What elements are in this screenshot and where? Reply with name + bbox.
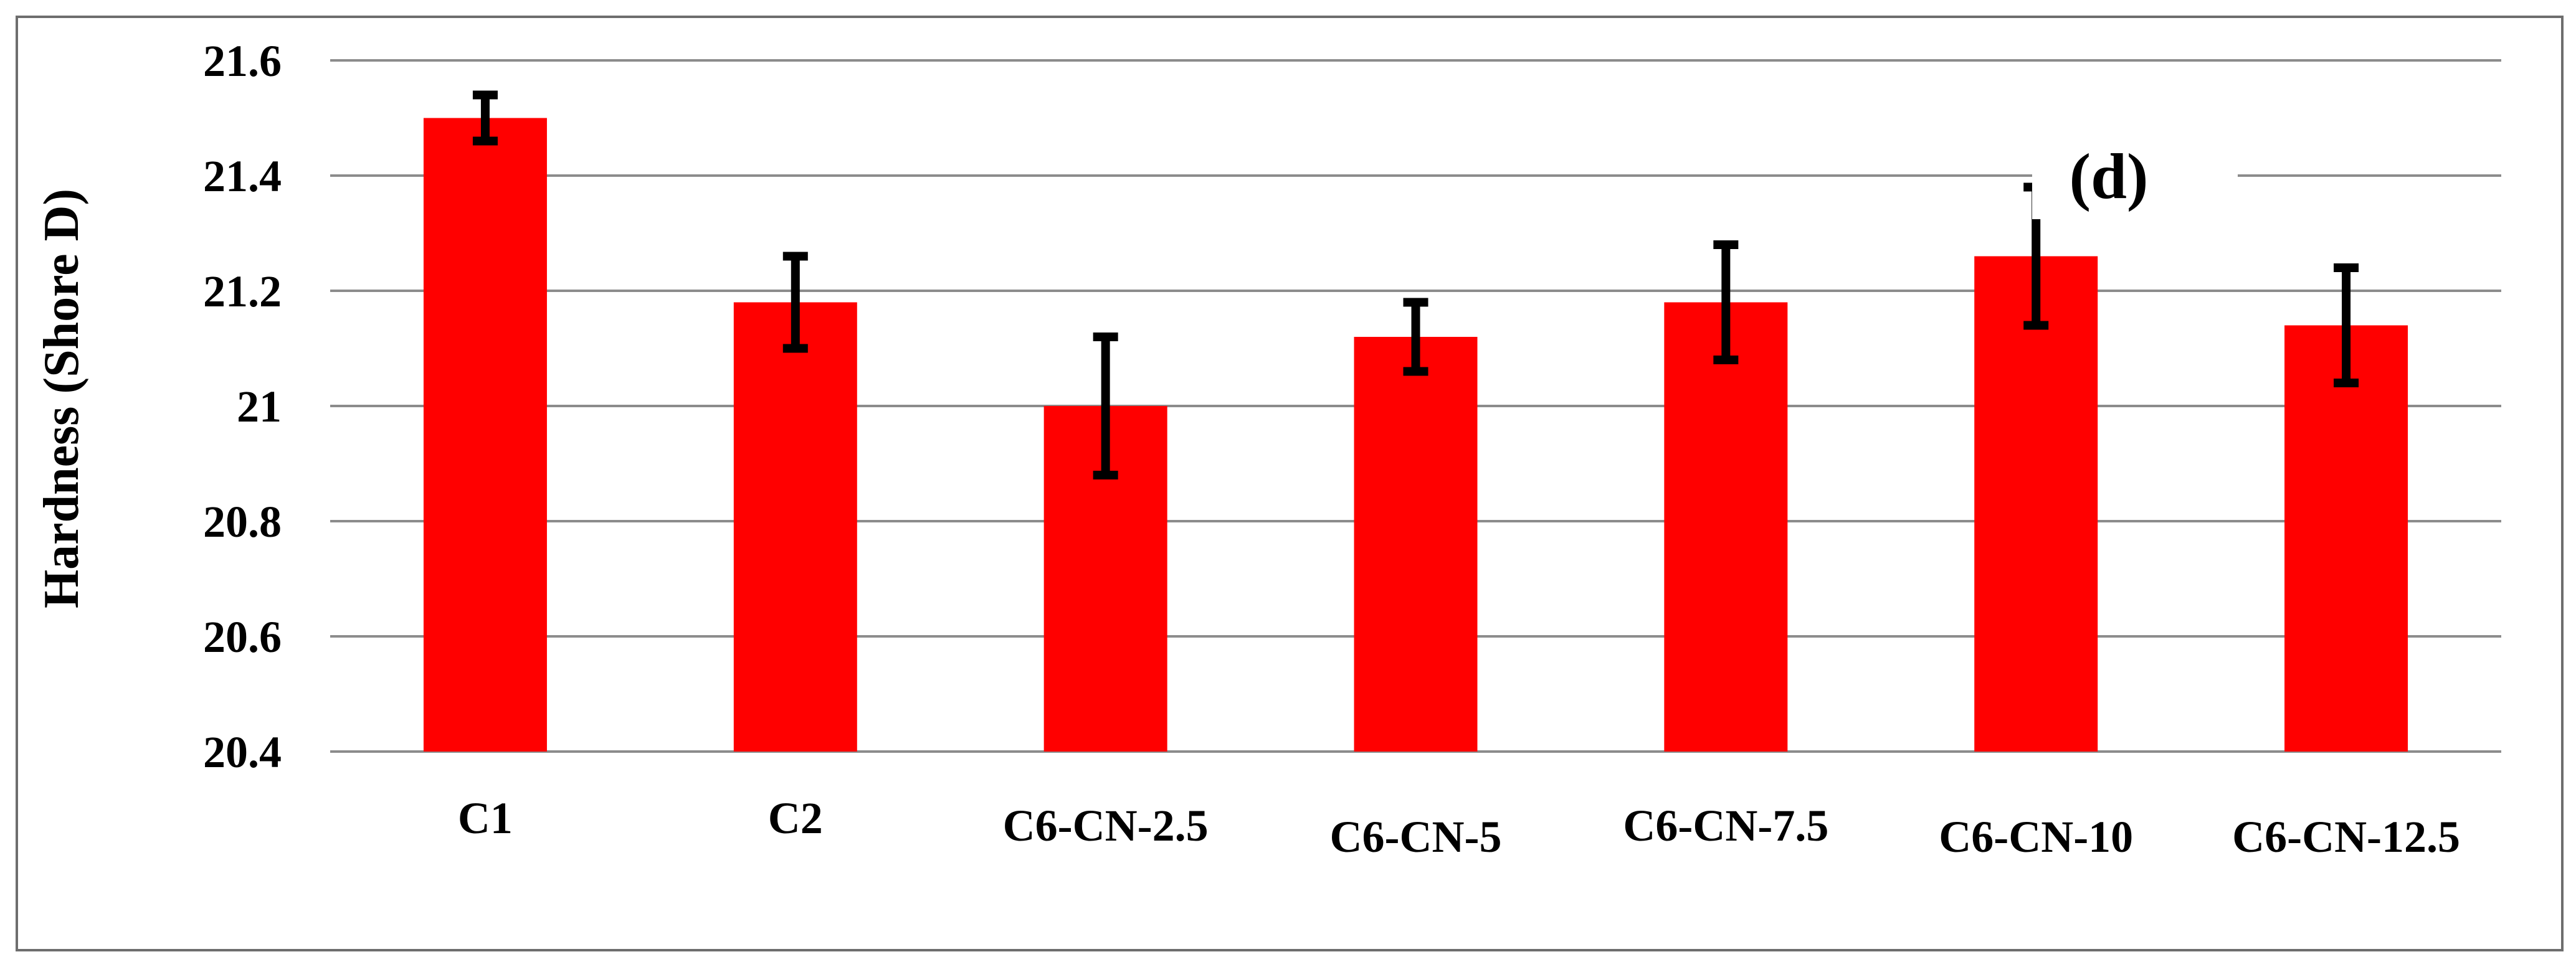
bars	[423, 118, 2408, 752]
x-tick-label: C6-CN-10	[1939, 812, 2133, 862]
y-tick-label: 20.4	[203, 727, 282, 777]
y-tick-label: 20.8	[203, 497, 282, 547]
panel-annotation: (d)	[2069, 141, 2148, 212]
bar	[1664, 302, 1788, 752]
x-tick-label: C6-CN-5	[1330, 812, 1502, 862]
x-tick-label: C1	[458, 793, 513, 843]
y-tick-label: 21	[237, 382, 282, 432]
error-bar	[1713, 240, 1739, 364]
y-tick-label: 21.2	[203, 267, 282, 316]
error-bar	[1403, 298, 1428, 376]
error-bar	[2334, 263, 2359, 387]
y-tick-label: 20.6	[203, 612, 282, 662]
error-bar	[472, 90, 498, 146]
x-tick-label: C6-CN-7.5	[1623, 801, 1828, 851]
y-tick-label: 21.4	[203, 151, 282, 201]
x-tick-label: C6-CN-12.5	[2232, 812, 2460, 862]
annotation-background	[2032, 144, 2238, 219]
y-tick-label: 21.6	[203, 36, 282, 86]
error-bar	[782, 252, 808, 353]
bar	[1354, 337, 1478, 752]
y-axis-label: Hardness (Shore D)	[34, 189, 89, 608]
y-tick-labels: 20.4 20.6 20.8 21 21.2 21.4 21.6	[203, 36, 282, 777]
x-tick-labels: C1 C2 C6-CN-2.5 C6-CN-5 C6-CN-7.5 C6-CN-10 C6-…	[458, 793, 2460, 862]
bar	[2284, 325, 2408, 752]
bar	[423, 118, 547, 752]
x-tick-label: C6-CN-2.5	[1003, 801, 1209, 851]
bar	[1974, 256, 2098, 752]
bar	[733, 302, 857, 752]
x-tick-label: C2	[768, 793, 823, 843]
error-bar	[1093, 333, 1118, 479]
